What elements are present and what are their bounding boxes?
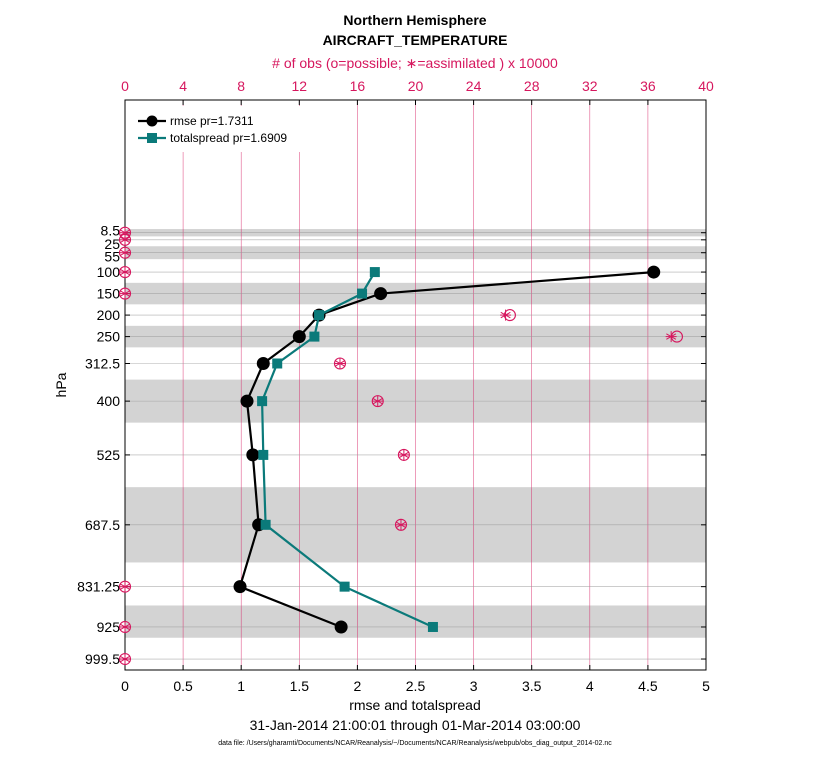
obs-assimilated-marker <box>665 331 677 343</box>
totalspread-point <box>369 267 380 278</box>
obs-assimilated-marker <box>119 266 131 278</box>
obs-assimilated-marker <box>119 581 131 593</box>
top-tick-label: 36 <box>640 78 656 94</box>
obs-assimilated-marker <box>119 288 131 300</box>
y-tick-label: 200 <box>97 307 121 323</box>
x-tick-label: 0.5 <box>173 678 193 694</box>
rmse-point <box>334 620 348 634</box>
legend-spread-marker <box>147 133 157 143</box>
legend-rmse-label: rmse pr=1.7311 <box>170 114 254 128</box>
rmse-point <box>256 356 270 370</box>
totalspread-point <box>309 331 320 342</box>
rmse-point <box>240 394 254 408</box>
y-tick-label: 25 <box>104 236 120 252</box>
top-tick-label: 0 <box>121 78 129 94</box>
x-tick-label: 5 <box>702 678 710 694</box>
x-tick-label: 4 <box>586 678 594 694</box>
totalspread-point <box>357 288 368 299</box>
y-tick-label: 999.5 <box>85 651 120 667</box>
top-tick-label: 16 <box>350 78 366 94</box>
totalspread-point <box>258 449 269 460</box>
legend-spread-label: totalspread pr=1.6909 <box>170 131 287 145</box>
obs-assimilated-marker <box>398 449 410 461</box>
y-tick-label: 312.5 <box>85 355 120 371</box>
x-tick-label: 4.5 <box>638 678 658 694</box>
totalspread-point <box>257 396 268 407</box>
x-tick-label: 3 <box>470 678 478 694</box>
obs-assimilated-marker <box>119 227 131 239</box>
obs-markers <box>118 226 684 666</box>
obs-assimilated-marker <box>119 234 131 246</box>
obs-assimilated-marker <box>395 519 407 531</box>
y-tick-label: 831.25 <box>77 579 120 595</box>
legend-box <box>131 106 321 152</box>
x-tick-label: 0 <box>121 678 129 694</box>
y-tick-label: 55 <box>104 249 120 265</box>
top-tick-label: 40 <box>698 78 714 94</box>
series-line-0 <box>238 271 654 629</box>
y-tick-label: 400 <box>97 393 121 409</box>
y-tick-label: 150 <box>97 286 121 302</box>
chart-title: Northern Hemisphere <box>343 12 486 28</box>
y-tick-label: 8.5 <box>101 223 121 239</box>
top-tick-label: 20 <box>408 78 424 94</box>
top-tick-label: 4 <box>179 78 187 94</box>
chart-subtitle: AIRCRAFT_TEMPERATURE <box>323 32 508 48</box>
totalspread-point <box>314 310 325 321</box>
grid-lines <box>125 100 706 670</box>
rmse-point <box>292 330 306 344</box>
y-axis-label: hPa <box>53 372 69 397</box>
top-tick-label: 8 <box>237 78 245 94</box>
y-tick-label: 525 <box>97 447 121 463</box>
obs-assimilated-marker <box>372 395 384 407</box>
obs-assimilated-marker <box>119 247 131 259</box>
legend: rmse pr=1.7311 totalspread pr=1.6909 <box>131 106 321 152</box>
x-tick-label: 2 <box>354 678 362 694</box>
rmse-point <box>647 265 661 279</box>
top-tick-label: 32 <box>582 78 598 94</box>
y-tick-label: 100 <box>97 264 121 280</box>
rmse-point <box>246 448 260 462</box>
top-tick-label: 24 <box>466 78 482 94</box>
obs-assimilated-marker <box>119 621 131 633</box>
obs-assimilated-marker <box>334 357 346 369</box>
totalspread-point <box>272 358 283 369</box>
x-axis-label: rmse and totalspread <box>349 697 481 713</box>
x-tick-label: 1.5 <box>290 678 310 694</box>
date-range-footer: 31-Jan-2014 21:00:01 through 01-Mar-2014… <box>250 717 581 733</box>
x-tick-label: 2.5 <box>406 678 426 694</box>
totalspread-point <box>260 519 271 530</box>
top-tick-label: 28 <box>524 78 540 94</box>
obs-assimilated-marker <box>500 309 512 321</box>
axis-ticks: 0 0.5 1 1.5 2 2.5 3 3.5 4 4.5 5 0 4 8 12 16 20 24 28 32 36 40… <box>77 78 714 694</box>
legend-rmse-marker <box>146 115 158 127</box>
series-line-1 <box>260 271 434 629</box>
x-tick-label: 3.5 <box>522 678 542 694</box>
top-axis-label: # of obs (o=possible; ∗=assimilated ) x … <box>272 55 558 71</box>
data-file-footnote: data file: /Users/gharamti/Documents/NCA… <box>218 740 612 747</box>
rmse-point <box>374 287 388 301</box>
y-tick-label: 687.5 <box>85 517 120 533</box>
obs-assimilated-marker <box>119 653 131 665</box>
totalspread-point <box>339 581 350 592</box>
series-lines <box>233 265 661 634</box>
rmse-point <box>233 580 247 594</box>
top-tick-label: 12 <box>292 78 308 94</box>
y-tick-label: 250 <box>97 329 121 345</box>
y-tick-label: 925 <box>97 619 121 635</box>
x-tick-label: 1 <box>237 678 245 694</box>
totalspread-point <box>427 621 438 632</box>
